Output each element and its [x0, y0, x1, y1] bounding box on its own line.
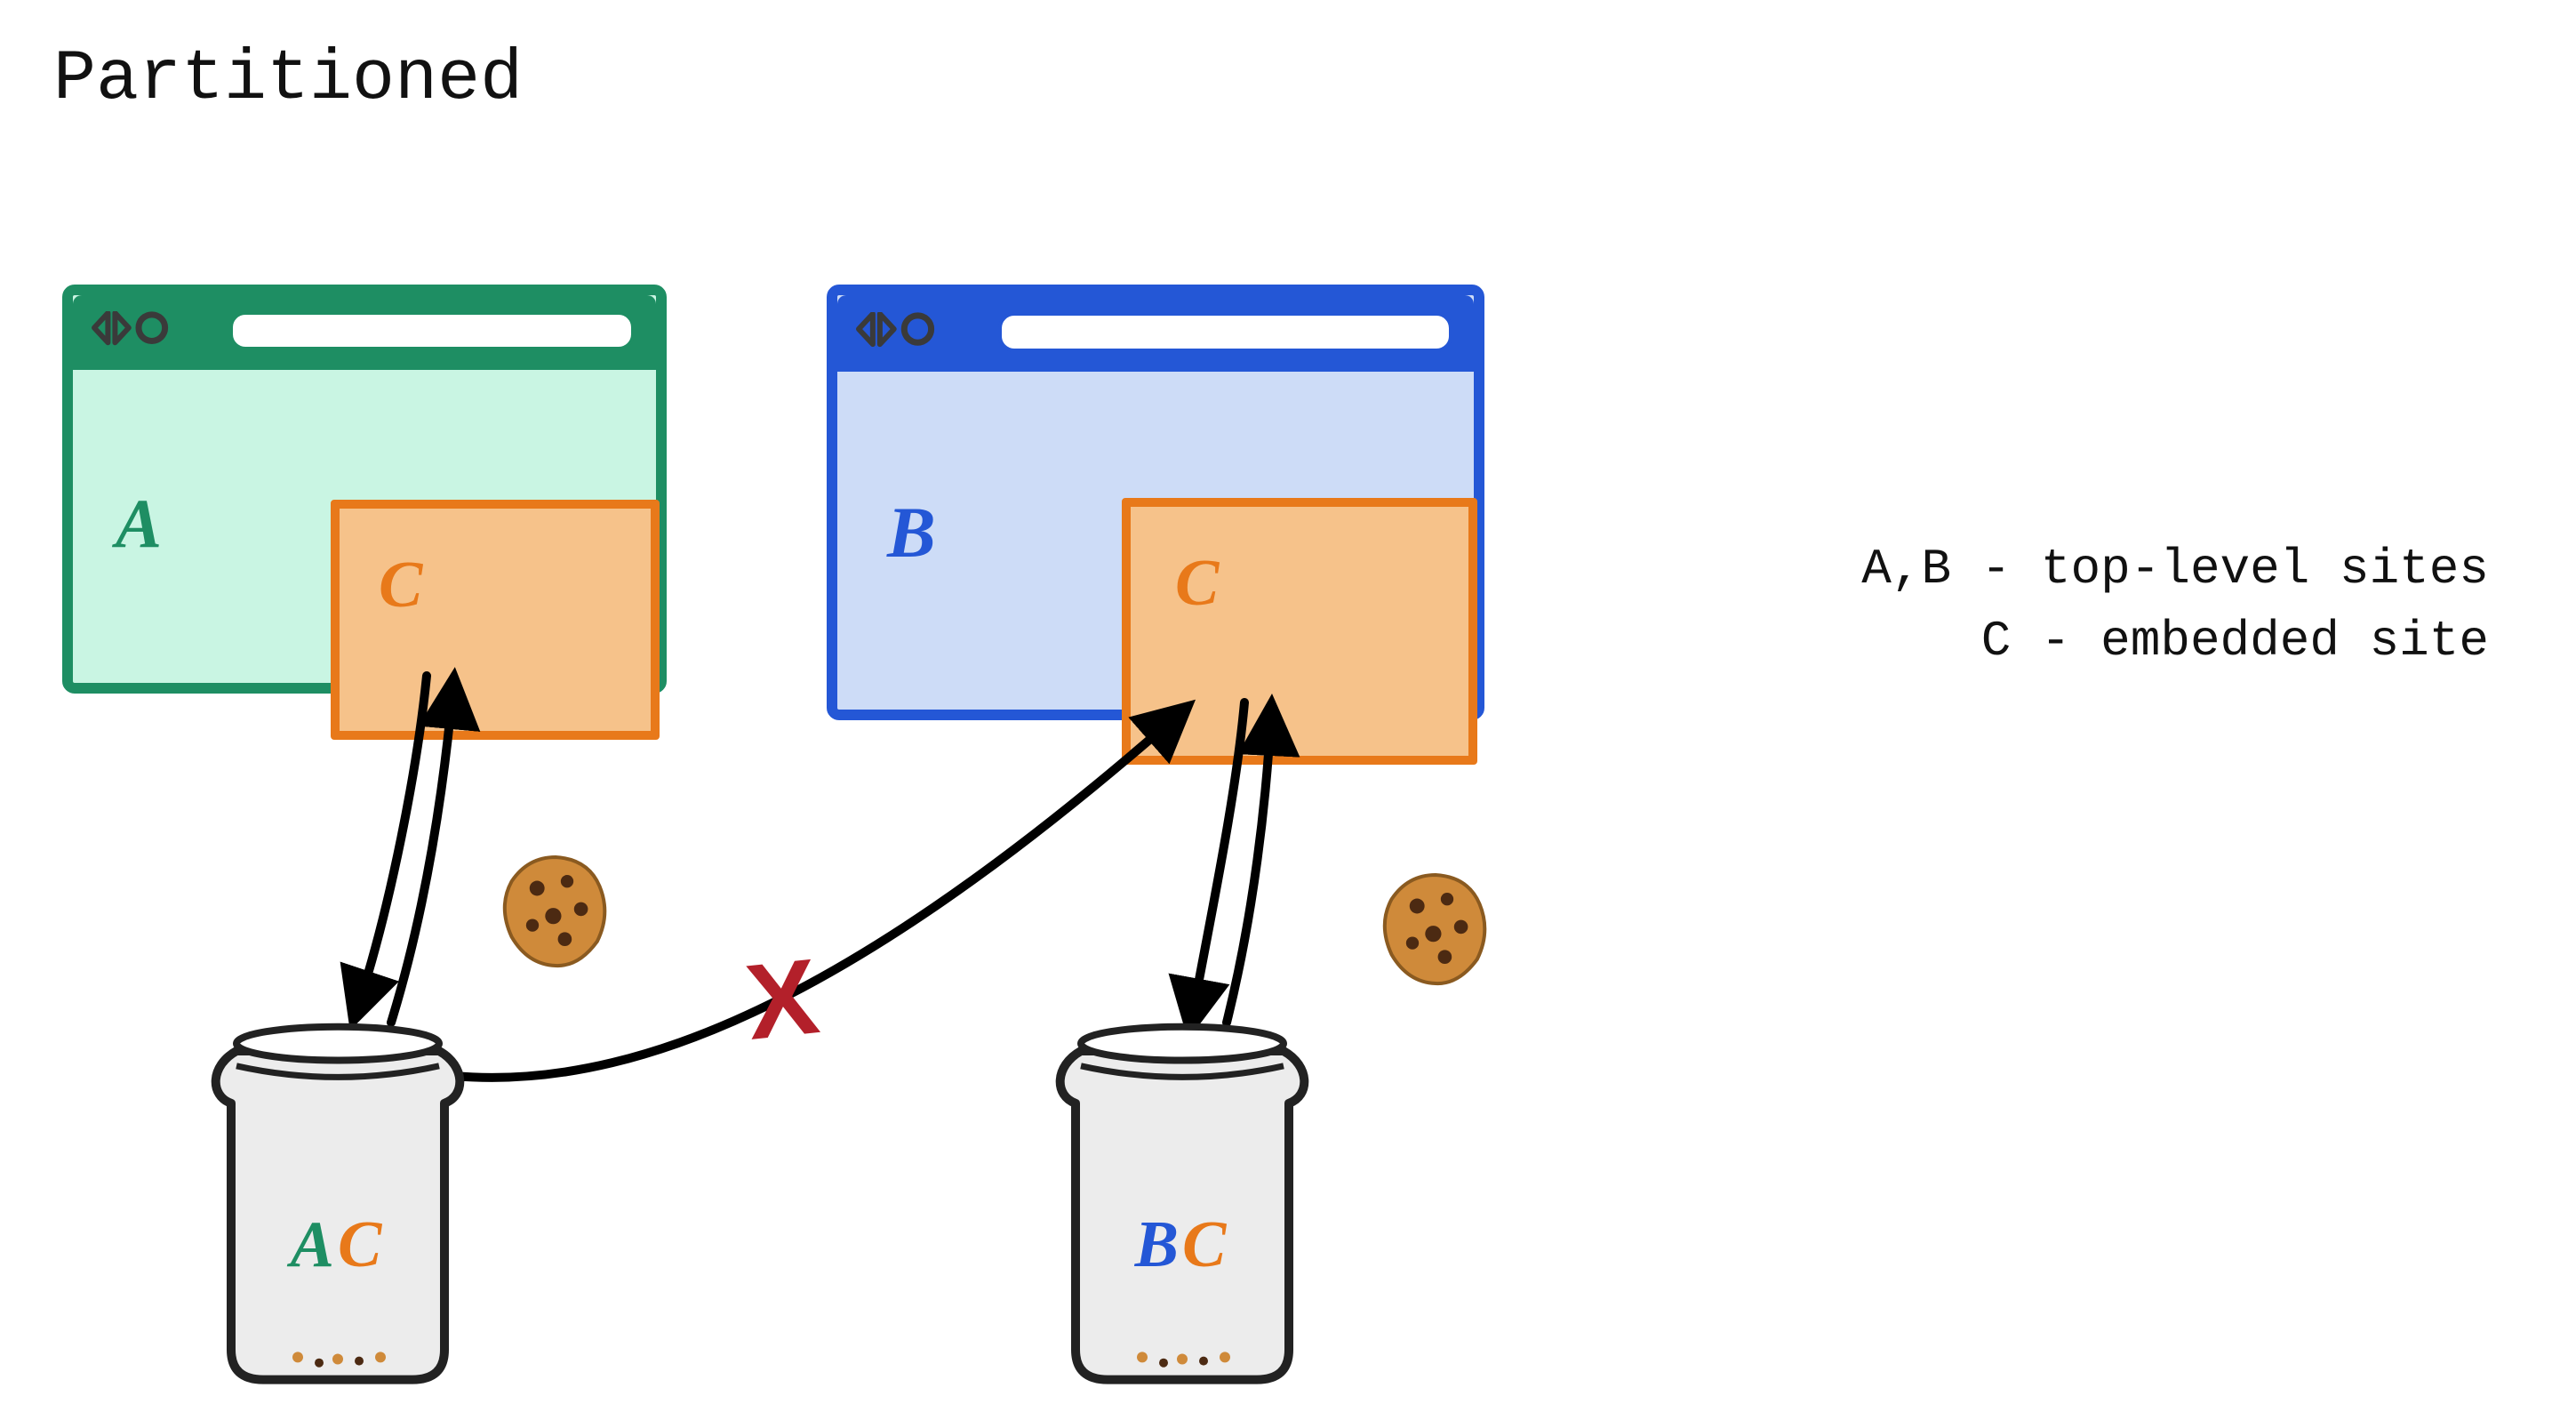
jar-bc-label-b: B — [1135, 1208, 1182, 1281]
cookie-jar-bc: BC — [1049, 1014, 1316, 1387]
cookie-icon-b — [1378, 871, 1493, 987]
jar-ac-label-a: A — [291, 1208, 338, 1281]
arrow-a-to-jar — [356, 676, 427, 1014]
cookie-jar-ac: AC — [204, 1014, 471, 1387]
jar-bc-label-c: C — [1182, 1208, 1229, 1281]
blocked-x-icon: X — [740, 935, 824, 1064]
arrow-jar-to-b — [1227, 711, 1271, 1023]
jar-bc-label: BC — [1049, 1207, 1316, 1283]
jar-ac-label-c: C — [338, 1208, 385, 1281]
jar-ac-label: AC — [204, 1207, 471, 1283]
cookie-icon-a — [498, 854, 613, 969]
